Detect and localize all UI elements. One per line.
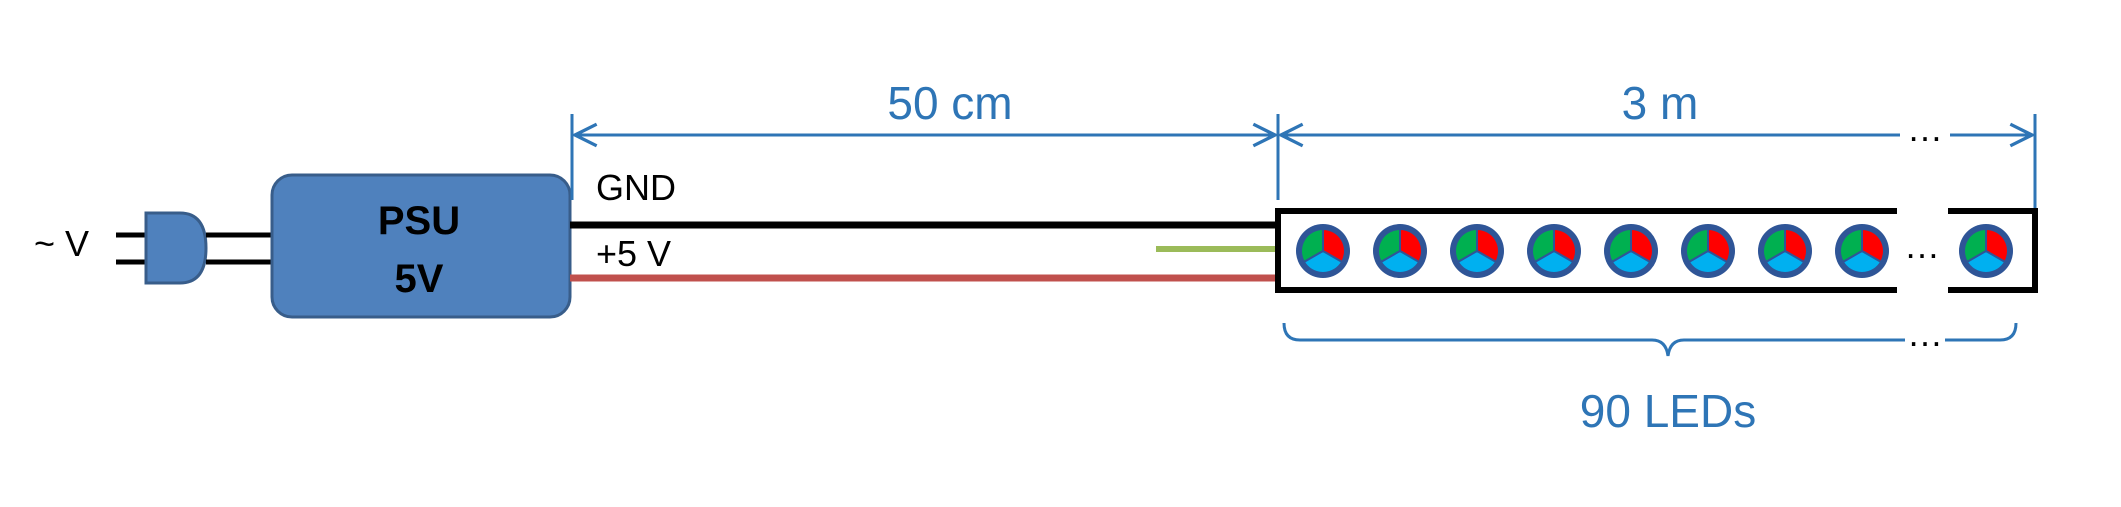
led-count-brace: … 90 LEDs — [1282, 313, 2018, 437]
mains-cord — [206, 232, 274, 265]
rgb-led-icon — [1296, 224, 1350, 278]
rgb-led-icon — [1758, 224, 1812, 278]
psu-label-line1: PSU — [378, 199, 460, 243]
cable-length-label: 50 cm — [887, 77, 1012, 129]
psu-label-line2: 5V — [395, 257, 444, 301]
cable-length-dimension: 50 cm — [570, 77, 1280, 200]
strip-length-label: 3 m — [1622, 77, 1699, 129]
rgb-led-icon — [1527, 224, 1581, 278]
rgb-led-icon — [1450, 224, 1504, 278]
rgb-led-icon — [1959, 224, 2013, 278]
ac-voltage-label: ~ V — [34, 223, 89, 264]
led-strip: … — [1275, 208, 2038, 293]
plus5v-label: +5 V — [596, 233, 671, 274]
rgb-led-icon — [1604, 224, 1658, 278]
strip-ellipsis: … — [1904, 225, 1940, 266]
rgb-led-icon — [1681, 224, 1735, 278]
plug-icon — [116, 211, 208, 285]
brace-ellipsis: … — [1907, 313, 1943, 354]
led-row — [1296, 224, 2013, 278]
gnd-label: GND — [596, 167, 676, 208]
rgb-led-icon — [1373, 224, 1427, 278]
strip-length-dimension: … 3 m — [1281, 77, 2037, 210]
rgb-led-icon — [1835, 224, 1889, 278]
led-count-label: 90 LEDs — [1580, 385, 1756, 437]
strip-dim-ellipsis: … — [1907, 108, 1943, 149]
psu-box: PSU 5V — [270, 173, 572, 319]
